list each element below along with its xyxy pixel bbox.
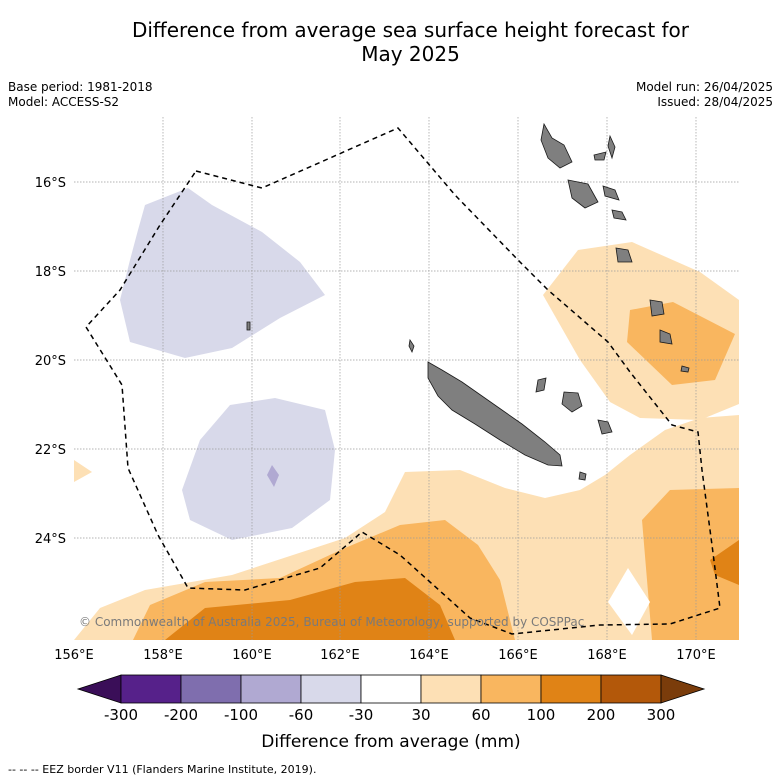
anomaly-region-neg-100-60-spot xyxy=(267,465,279,487)
colorbar-arrow-low xyxy=(76,674,122,704)
lat-label-22s: 22°S xyxy=(35,443,66,458)
vanuatu-north-island-2 xyxy=(567,179,599,209)
metadata-right: Model run: 26/04/2025 Issued: 28/04/2025 xyxy=(636,80,773,110)
vanuatu-island-6 xyxy=(611,209,627,221)
anomaly-region-neg-60-30-central xyxy=(182,398,335,540)
anomaly-region-neg-60-30-north xyxy=(120,188,325,358)
lat-label-24s: 24°S xyxy=(35,532,66,547)
gridlines xyxy=(74,117,739,640)
map-area: © Commonwealth of Australia 2025, Bureau… xyxy=(74,117,739,640)
latitude-labels: 16°S 18°S 20°S 22°S 24°S xyxy=(35,176,66,547)
lat-label-16s: 16°S xyxy=(35,176,66,191)
east-island-2 xyxy=(659,329,673,345)
title-line-1: Difference from average sea surface heig… xyxy=(131,18,690,42)
colorbar-segment-5 xyxy=(360,674,422,704)
vanuatu-island-7 xyxy=(615,247,633,263)
lon-label-158e: 158°E xyxy=(143,648,183,663)
loyalty-island-2 xyxy=(597,419,613,435)
vanuatu-island-3 xyxy=(607,134,616,160)
base-period-text: Base period: 1981-2018 xyxy=(8,80,153,94)
colorbar-tick-label: 100 xyxy=(527,706,556,724)
colorbar-tick-label: -60 xyxy=(289,706,314,724)
loyalty-island-4 xyxy=(578,471,587,481)
lon-label-160e: 160°E xyxy=(232,648,272,663)
east-island-3 xyxy=(680,365,690,373)
colorbar-tick-label: 300 xyxy=(647,706,676,724)
lon-label-164e: 164°E xyxy=(409,648,449,663)
lon-label-170e: 170°E xyxy=(676,648,716,663)
loyalty-island-1 xyxy=(561,391,583,413)
lat-label-18s: 18°S xyxy=(35,265,66,280)
colorbar-tick-label: -200 xyxy=(164,706,198,724)
colorbar-arrow-high xyxy=(660,674,706,704)
anomaly-region-60-100-southeast xyxy=(642,488,739,640)
colorbar: -300 -200 -100 -60 -30 30 60 100 200 300… xyxy=(76,674,706,752)
lat-label-20s: 20°S xyxy=(35,354,66,369)
colorbar-segment-8 xyxy=(540,674,602,704)
lon-label-166e: 166°E xyxy=(498,648,538,663)
loyalty-island-3 xyxy=(535,377,547,393)
anomaly-region-100-200-south xyxy=(165,578,455,640)
northwest-islet xyxy=(408,338,415,354)
lon-label-168e: 168°E xyxy=(587,648,627,663)
eez-border xyxy=(85,127,721,635)
model-text: Model: ACCESS-S2 xyxy=(8,95,120,109)
new-caledonia-island xyxy=(427,361,563,467)
colorbar-segment-1 xyxy=(120,674,182,704)
colorbar-tick-label: 30 xyxy=(411,706,430,724)
colorbar-tick-label: -100 xyxy=(224,706,258,724)
anomaly-region-neutral-hole xyxy=(608,568,650,635)
lon-label-162e: 162°E xyxy=(320,648,360,663)
vanuatu-island-5 xyxy=(602,185,620,201)
vanuatu-north-island-1 xyxy=(540,122,573,169)
colorbar-segment-2 xyxy=(180,674,242,704)
metadata-left: Base period: 1981-2018 Model: ACCESS-S2 xyxy=(8,80,153,110)
lon-label-156e: 156°E xyxy=(54,648,94,663)
colorbar-tick-label: 60 xyxy=(471,706,490,724)
chart-title: Difference from average sea surface heig… xyxy=(0,18,781,66)
longitude-labels: 156°E 158°E 160°E 162°E 164°E 166°E 168°… xyxy=(54,648,716,663)
colorbar-tick-label: 200 xyxy=(587,706,616,724)
model-run-text: Model run: 26/04/2025 xyxy=(635,80,773,94)
eez-footnote: -- -- -- EEZ border V11 (Flanders Marine… xyxy=(8,763,317,776)
colorbar-segment-6 xyxy=(420,674,482,704)
land xyxy=(246,122,690,481)
anomaly-region-30-60-west-edge xyxy=(74,460,92,482)
anomaly-region-100-200-east xyxy=(710,540,739,585)
east-island-1 xyxy=(649,299,665,317)
title-line-2: May 2025 xyxy=(361,42,460,66)
colorbar-tick-label: -300 xyxy=(104,706,138,724)
copyright-text: © Commonwealth of Australia 2025, Bureau… xyxy=(79,615,584,629)
colorbar-segment-7 xyxy=(480,674,542,704)
colorbar-segment-3 xyxy=(240,674,302,704)
vanuatu-island-4 xyxy=(593,151,607,161)
issued-text: Issued: 28/04/2025 xyxy=(657,95,773,109)
colorbar-title: Difference from average (mm) xyxy=(261,732,520,752)
colorbar-segment-9 xyxy=(600,674,662,704)
colorbar-segment-4 xyxy=(300,674,362,704)
west-reef-islet xyxy=(246,321,251,331)
anomaly-region-60-100-east xyxy=(627,302,735,385)
colorbar-tick-label: -30 xyxy=(349,706,374,724)
